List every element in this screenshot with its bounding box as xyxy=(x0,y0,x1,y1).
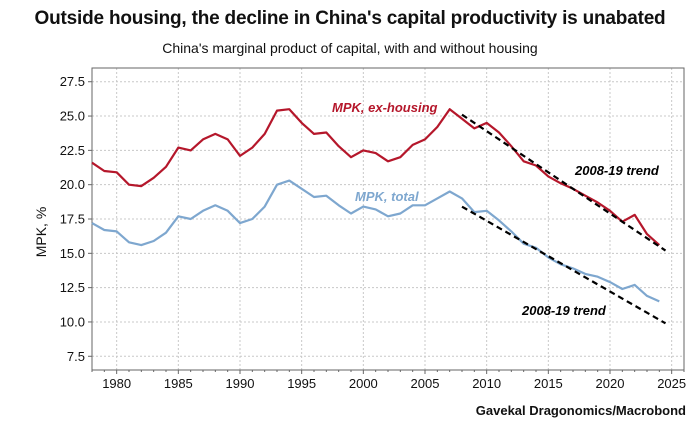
trend-line-2 xyxy=(461,205,667,325)
y-tick-label: 27.5 xyxy=(60,74,85,89)
x-tick-label: 1995 xyxy=(287,376,316,391)
trend-lines xyxy=(461,113,667,325)
x-tick-label: 1980 xyxy=(102,376,131,391)
x-tick-label: 2020 xyxy=(596,376,625,391)
y-axis-ticks: 7.5 10.0 12.5 15.0 17.5 20.0 22.5 25.0 27.5 xyxy=(60,74,92,364)
chart-title: Outside housing, the decline in China's … xyxy=(34,8,666,29)
trend-line-1 xyxy=(461,113,667,252)
y-tick-label: 25.0 xyxy=(60,109,85,124)
series-line-total xyxy=(91,179,660,303)
x-tick-label: 2000 xyxy=(349,376,378,391)
y-tick-label: 10.0 xyxy=(60,314,85,329)
y-tick-label: 20.0 xyxy=(60,177,85,192)
x-tick-label: 1990 xyxy=(226,376,255,391)
source-note: Gavekal Dragonomics/Macrobond xyxy=(475,403,686,418)
x-tick-label: 2010 xyxy=(472,376,501,391)
ex-housing-label: MPK, ex-housing xyxy=(332,100,438,115)
grid xyxy=(92,68,684,370)
y-tick-label: 17.5 xyxy=(60,212,85,227)
y-tick-label: 22.5 xyxy=(60,143,85,158)
y-tick-label: 12.5 xyxy=(60,280,85,295)
y-axis-label: MPK, % xyxy=(33,207,49,258)
x-tick-label: 2005 xyxy=(411,376,440,391)
series-line-ex-housing xyxy=(91,108,661,246)
x-tick-label: 1985 xyxy=(164,376,193,391)
trend-label-ex-housing: 2008-19 trend xyxy=(574,163,660,178)
x-tick-label: 2025 xyxy=(657,376,686,391)
chart-subtitle: China's marginal product of capital, wit… xyxy=(162,40,538,56)
y-tick-label: 15.0 xyxy=(60,246,85,261)
total-label: MPK, total xyxy=(355,189,419,204)
x-tick-label: 2015 xyxy=(534,376,563,391)
trend-label-total: 2008-19 trend xyxy=(521,303,607,318)
y-tick-label: 7.5 xyxy=(67,349,85,364)
x-axis-ticks: 1980 1985 1990 1995 2000 2005 2010 2015 2020 2025 xyxy=(91,370,686,391)
series xyxy=(91,108,661,303)
